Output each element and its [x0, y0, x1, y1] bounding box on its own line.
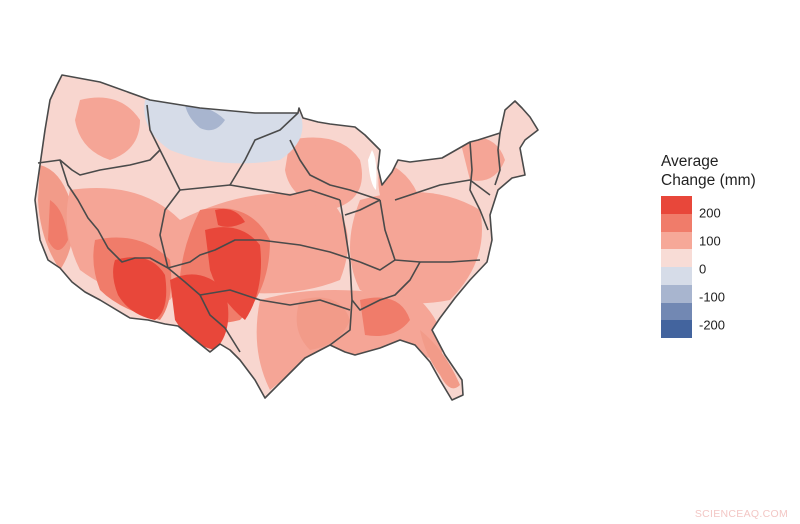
legend-title-line2: Change (mm): [661, 172, 756, 189]
legend-color-band: [661, 320, 692, 338]
legend-label: 0: [699, 261, 707, 277]
watermark: SCIENCEAQ.COM: [694, 508, 788, 520]
legend-body: 200 100 0 -100 -200: [661, 196, 756, 338]
legend-label: 200: [699, 205, 721, 221]
legend: Average Change (mm) 200 100 0 -100 -200: [661, 152, 756, 338]
legend-label: -200: [699, 317, 726, 333]
legend-label: 100: [699, 233, 721, 249]
legend-color-band: [661, 284, 692, 303]
legend-color-band: [661, 302, 692, 321]
legend-color-band: [661, 213, 692, 232]
legend-color-band: [661, 249, 692, 267]
legend-title-line1: Average: [661, 153, 719, 170]
legend-label: -100: [699, 289, 726, 305]
legend-color-band: [661, 196, 692, 214]
color-scale-bar: [661, 196, 692, 338]
legend-title: Average Change (mm): [661, 152, 756, 190]
watershed-boundaries: [34, 74, 539, 401]
legend-color-band: [661, 231, 692, 250]
legend-color-band: [661, 267, 692, 285]
